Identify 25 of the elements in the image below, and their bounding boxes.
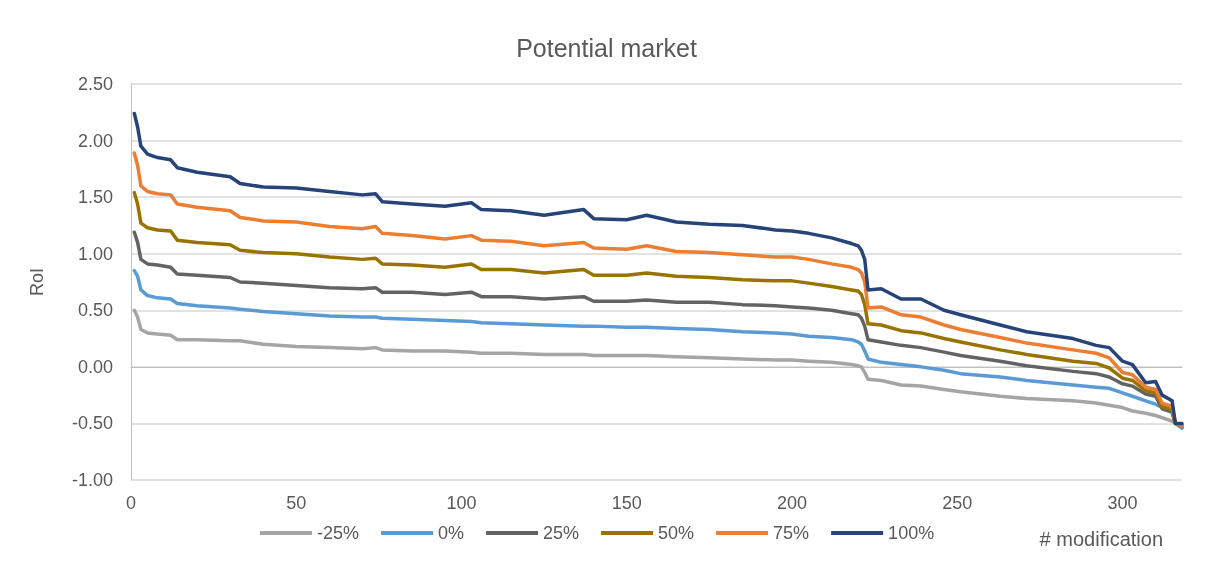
y-tick-label: 2.50 [77, 74, 113, 94]
y-tick-label: -0.50 [71, 413, 113, 434]
x-tick-label: 0 [125, 493, 137, 513]
x-tick-label: 300 [1107, 493, 1138, 513]
x-tick-label: 200 [776, 493, 808, 513]
x-tick-label: 250 [942, 493, 973, 513]
y-axis-title: RoI [27, 267, 47, 297]
y-tick-label: 2.00 [77, 130, 113, 151]
legend-label: 75% [773, 523, 810, 543]
x-axis-title: # modification [1039, 528, 1164, 550]
line-series [132, 268, 1184, 430]
legend-label: 100% [888, 523, 935, 543]
legend-label: 50% [658, 523, 695, 543]
x-tick-label: 100 [446, 493, 477, 513]
x-tick-label: 50 [286, 493, 307, 513]
y-tick-label: 1.00 [77, 243, 113, 264]
legend-label: 25% [543, 523, 580, 543]
x-tick-label: 150 [611, 493, 642, 513]
y-tick-label: -1.00 [71, 470, 113, 490]
chart-title: Potential market [516, 33, 697, 62]
legend-label: 0% [438, 523, 465, 543]
legend-label: -25% [317, 523, 360, 543]
y-tick-label: 0.00 [77, 356, 113, 377]
y-tick-label: 0.50 [77, 300, 113, 321]
y-tick-label: 1.50 [77, 187, 113, 208]
